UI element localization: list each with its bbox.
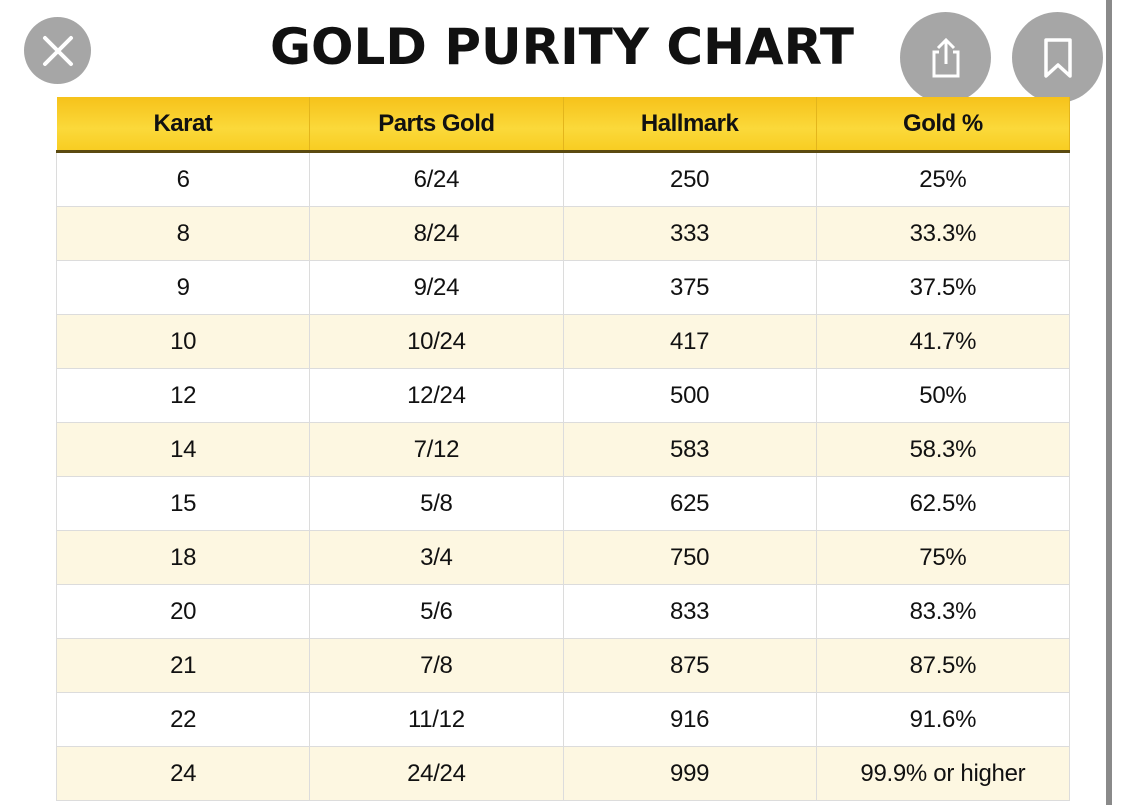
table-cell: 99.9% or higher (815, 746, 1071, 801)
table-cell: 9/24 (309, 260, 564, 315)
table-row: 15 5/8 625 62.5% (55, 476, 1071, 531)
table-cell: 83.3% (815, 584, 1071, 639)
table-row: 12 12/24 500 50% (55, 368, 1071, 423)
table-cell: 999 (562, 746, 817, 801)
table-row: 21 7/8 875 87.5% (55, 638, 1071, 693)
table-row: 9 9/24 375 37.5% (55, 260, 1071, 315)
table-cell: 8/24 (309, 206, 564, 261)
table-cell: 14 (55, 422, 311, 477)
table-row: 20 5/6 833 83.3% (55, 584, 1071, 639)
table-cell: 37.5% (815, 260, 1071, 315)
table-cell: 8 (55, 206, 311, 261)
table-cell: 625 (562, 476, 817, 531)
bookmark-button[interactable] (1012, 12, 1103, 103)
table-cell: 417 (562, 314, 817, 369)
table-cell: 750 (562, 530, 817, 585)
page-title: GOLD PURITY CHART (270, 18, 854, 76)
table-row: 6 6/24 250 25% (55, 151, 1071, 207)
table-cell: 916 (562, 692, 817, 747)
table-cell: 7/12 (309, 422, 564, 477)
table-cell: 11/12 (309, 692, 564, 747)
table-cell: 24 (55, 746, 311, 801)
table-cell: 50% (815, 368, 1071, 423)
gold-purity-table: Karat Parts Gold Hallmark Gold % 6 6/24 250 25… (55, 97, 1071, 801)
table-row: 10 10/24 417 41.7% (55, 314, 1071, 369)
table-row: 8 8/24 333 33.3% (55, 206, 1071, 261)
table-cell: 333 (562, 206, 817, 261)
table-cell: 20 (55, 584, 311, 639)
table-header-row: Karat Parts Gold Hallmark Gold % (56, 97, 1071, 153)
table-cell: 18 (55, 530, 311, 585)
table-cell: 41.7% (815, 314, 1071, 369)
table-cell: 12/24 (309, 368, 564, 423)
table-cell: 91.6% (815, 692, 1071, 747)
share-button[interactable] (900, 12, 991, 103)
table-cell: 58.3% (815, 422, 1071, 477)
close-icon (42, 35, 73, 66)
column-header: Karat (56, 97, 311, 153)
table-cell: 15 (55, 476, 311, 531)
table-cell: 583 (562, 422, 817, 477)
scrollbar[interactable] (1106, 0, 1112, 805)
column-header: Hallmark (563, 97, 817, 153)
table-row: 22 11/12 916 91.6% (55, 692, 1071, 747)
table-cell: 10 (55, 314, 311, 369)
table-cell: 6 (55, 151, 311, 207)
table-cell: 33.3% (815, 206, 1071, 261)
table-cell: 24/24 (309, 746, 564, 801)
table-cell: 12 (55, 368, 311, 423)
table-cell: 500 (562, 368, 817, 423)
table-row: 14 7/12 583 58.3% (55, 422, 1071, 477)
share-icon (932, 37, 959, 77)
table-row: 18 3/4 750 75% (55, 530, 1071, 585)
bookmark-icon (1043, 37, 1072, 78)
table-cell: 5/8 (309, 476, 564, 531)
table-cell: 25% (815, 151, 1071, 207)
table-row: 24 24/24 999 99.9% or higher (55, 746, 1071, 801)
table-cell: 22 (55, 692, 311, 747)
table-cell: 3/4 (309, 530, 564, 585)
table-cell: 375 (562, 260, 817, 315)
column-header: Gold % (816, 97, 1071, 153)
table-cell: 9 (55, 260, 311, 315)
table-cell: 7/8 (309, 638, 564, 693)
table-cell: 21 (55, 638, 311, 693)
table-cell: 6/24 (309, 151, 564, 207)
table-cell: 87.5% (815, 638, 1071, 693)
column-header: Parts Gold (309, 97, 564, 153)
table-cell: 75% (815, 530, 1071, 585)
table-cell: 833 (562, 584, 817, 639)
table-cell: 10/24 (309, 314, 564, 369)
table-cell: 62.5% (815, 476, 1071, 531)
table-cell: 875 (562, 638, 817, 693)
close-button[interactable] (24, 17, 91, 84)
table-cell: 5/6 (309, 584, 564, 639)
table-cell: 250 (562, 151, 817, 207)
